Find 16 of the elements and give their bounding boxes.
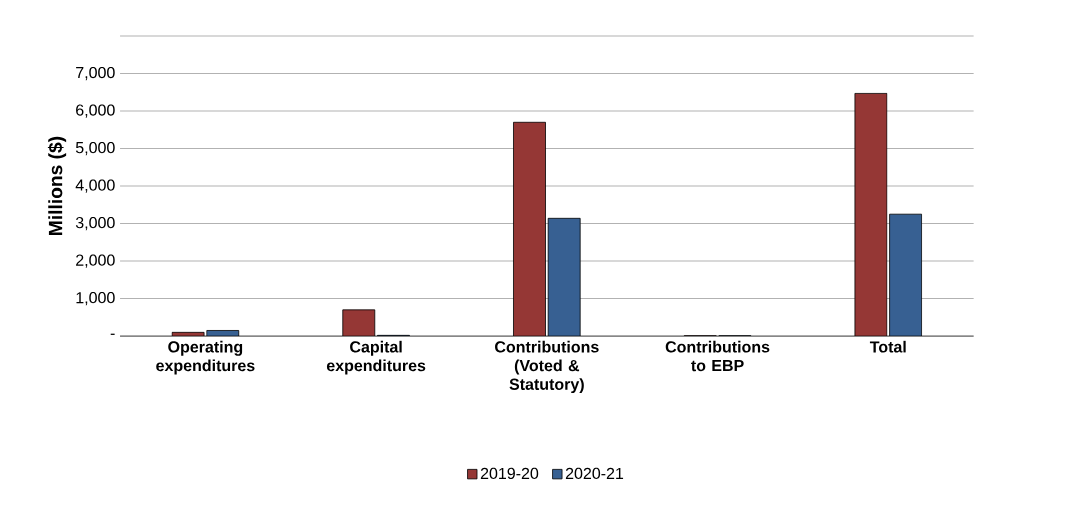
- y-tick-label: 1,000: [76, 291, 115, 305]
- legend-label: 2019-20: [480, 467, 539, 479]
- x-tick-label: Capital expenditures: [326, 340, 426, 375]
- legend-label: 2020-21: [565, 467, 624, 479]
- y-tick-label: 7,000: [76, 66, 115, 80]
- x-tick-label: Contributions to EBP: [665, 340, 770, 371]
- x-tick-label: Total: [869, 340, 906, 353]
- y-tick-label: 3,000: [75, 216, 115, 230]
- y-tick-label: -: [110, 333, 115, 335]
- y-tick-label: 6,000: [76, 104, 115, 118]
- y-tick-label: 5,000: [75, 141, 115, 155]
- y-tick-label: 4,000: [75, 179, 115, 193]
- y-axis-title: Millions ($): [47, 136, 67, 235]
- x-tick-label: Contributions (Voted & Statutory): [495, 340, 599, 393]
- x-tick-label: Operating expenditures: [156, 340, 255, 375]
- y-tick-label: 2,000: [76, 254, 115, 268]
